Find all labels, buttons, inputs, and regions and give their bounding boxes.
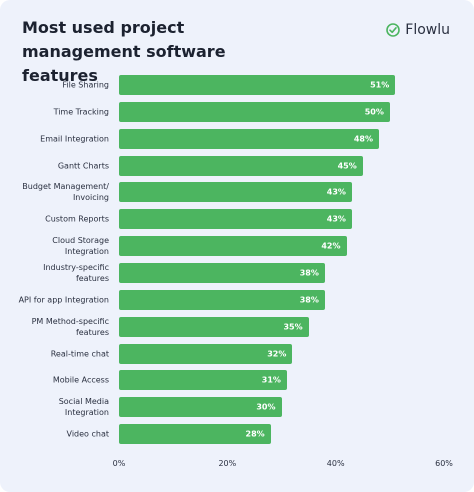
y-tick-label: Mobile Access [52,375,109,385]
value-label: 32% [267,349,287,358]
bar [119,397,282,418]
value-label: 50% [364,107,384,117]
bar [119,209,352,230]
value-label: 48% [353,134,373,144]
y-tick-label: Cloud Storage Integration [52,236,109,257]
bar [119,75,396,95]
value-label: 42% [321,241,341,251]
value-label: 43% [326,187,346,197]
y-tick-label: Gantt Charts [57,161,109,171]
y-tick-label: Time Tracking [53,107,109,117]
y-tick-label: PM Method-specific features [31,316,109,337]
y-tick-label: Real-time chat [50,349,109,358]
value-label: 30% [256,402,276,412]
bar [119,343,293,364]
y-tick-label: API for app Integration [18,295,109,305]
logo-icon [386,23,401,37]
bar [119,236,347,257]
bar [119,424,271,445]
x-tick-label: 60% [435,459,453,468]
y-tick-label: Social Media Integration [58,397,109,418]
x-tick-label: 20% [218,459,237,468]
y-tick-label: Budget Management/ Invoicing [22,182,109,203]
bar [119,262,325,283]
y-tick-label: Custom Reports [45,214,109,224]
y-tick-label: File Sharing [62,80,109,90]
y-tick-label: Video chat [66,429,109,439]
bar [119,370,287,391]
x-tick-label: 40% [326,459,345,468]
logo: Flowlu [386,22,450,38]
bar [119,182,352,203]
y-tick-label: Industry-specific features [43,262,109,283]
value-label: 38% [299,295,319,305]
logo-text: Flowlu [405,22,450,38]
bar [119,155,363,176]
bar [119,101,390,122]
value-label: 35% [283,322,303,332]
bar [119,289,325,310]
value-label: 45% [337,161,357,171]
x-tick-label: 0% [112,459,126,468]
value-label: 28% [245,429,265,439]
value-label: 38% [299,268,319,278]
value-label: 43% [326,214,346,224]
bar [119,128,379,149]
y-tick-label: Email Integration [40,134,109,144]
chart-title: Most used project management software fe… [22,18,226,85]
bar [119,316,309,337]
value-label: 31% [261,375,281,385]
value-label: 51% [370,80,390,90]
